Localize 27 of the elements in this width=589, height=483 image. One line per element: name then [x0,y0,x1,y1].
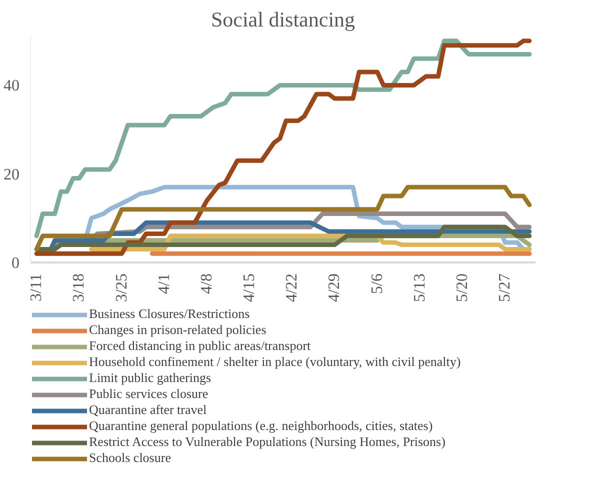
x-tick-label: 3/18 [70,273,88,302]
x-tick-label: 3/11 [28,273,46,302]
legend-label: Schools closure [89,450,171,466]
legend-label: Quarantine after travel [89,402,207,418]
line-series [89,234,532,252]
x-tick-label: 3/25 [113,273,130,302]
legend-label: Forced distancing in public areas/transport [89,338,311,354]
y-tick-label: 20 [4,166,20,184]
legend-label: Public services closure [89,386,208,402]
y-tick-label: 40 [4,78,20,95]
x-tick-label: 4/1 [156,273,173,294]
x-tick-label: 4/8 [198,273,216,294]
legend-label: Restrict Access to Vulnerable Populations (Nursing Homes, Prisons) [89,434,446,450]
legend-label: Limit public gatherings [89,370,212,386]
x-tick-label: 5/20 [454,273,471,302]
x-tick-label: 4/22 [284,273,301,302]
legend-label: Business Closures/Restrictions [89,306,250,322]
x-tick-label: 5/6 [368,273,386,294]
chart-title: Social distancing [210,8,356,32]
x-tick-label: 5/27 [496,273,514,302]
x-tick-label: 4/29 [326,273,344,302]
x-tick-label: 4/15 [241,273,258,302]
legend-label: Changes in prison-related policies [89,322,266,338]
y-tick-label: 0 [12,255,20,272]
legend-label: Household confinement / shelter in place (voluntary, with civil penalty) [89,354,461,370]
legend-label: Quarantine general populations (e.g. neighborhoods, cities, states) [89,418,433,434]
x-tick-label: 5/13 [411,273,428,302]
